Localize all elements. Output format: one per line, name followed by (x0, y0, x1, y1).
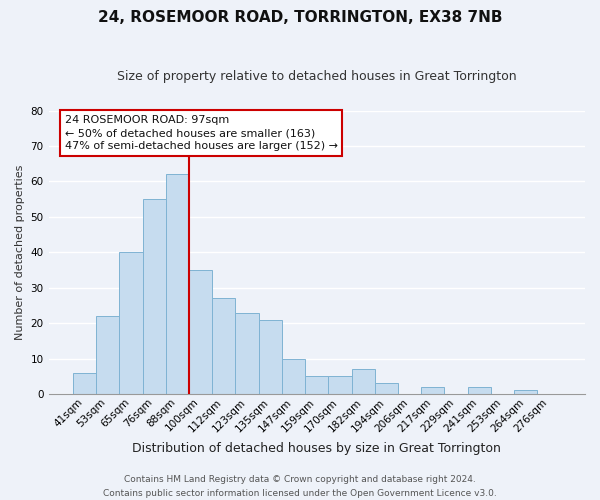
Bar (375, 384, 398, 394)
Bar (119, 252, 143, 394)
Bar (514, 390, 538, 394)
Bar (189, 270, 212, 394)
Bar (468, 387, 491, 394)
Bar (235, 312, 259, 394)
Title: Size of property relative to detached houses in Great Torrington: Size of property relative to detached ho… (117, 70, 517, 83)
Y-axis label: Number of detached properties: Number of detached properties (15, 164, 25, 340)
Bar (352, 369, 375, 394)
Bar (96, 316, 119, 394)
Bar (328, 376, 352, 394)
Bar (259, 320, 282, 394)
Bar (212, 298, 235, 394)
Bar (73, 373, 96, 394)
Text: Contains HM Land Registry data © Crown copyright and database right 2024.
Contai: Contains HM Land Registry data © Crown c… (103, 476, 497, 498)
Text: 24 ROSEMOOR ROAD: 97sqm
← 50% of detached houses are smaller (163)
47% of semi-d: 24 ROSEMOOR ROAD: 97sqm ← 50% of detache… (65, 115, 338, 151)
Text: 24, ROSEMOOR ROAD, TORRINGTON, EX38 7NB: 24, ROSEMOOR ROAD, TORRINGTON, EX38 7NB (98, 10, 502, 25)
Bar (143, 199, 166, 394)
Bar (166, 174, 189, 394)
Bar (305, 376, 328, 394)
X-axis label: Distribution of detached houses by size in Great Torrington: Distribution of detached houses by size … (133, 442, 501, 455)
Bar (282, 358, 305, 394)
Bar (421, 387, 445, 394)
